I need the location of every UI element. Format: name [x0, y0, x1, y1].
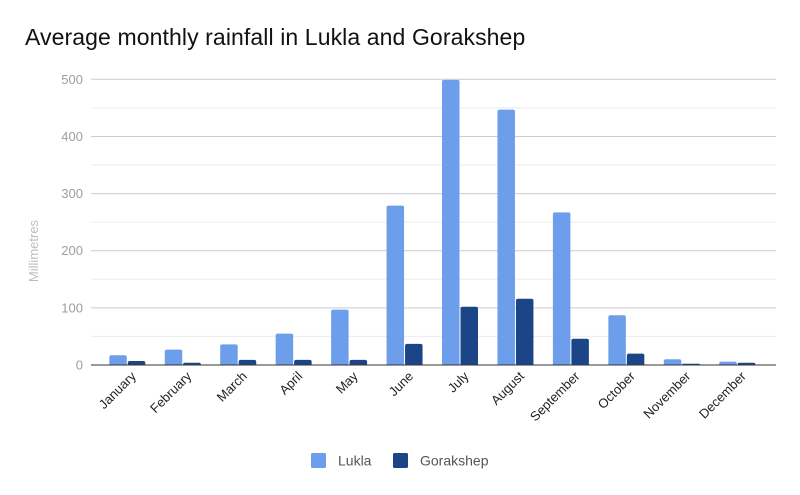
legend-label: Lukla: [338, 453, 372, 469]
x-axis-label: September: [527, 368, 583, 424]
x-axis-label: June: [386, 369, 417, 400]
bar-gorakshep-march[interactable]: [238, 359, 257, 365]
bar-lukla-april[interactable]: [275, 333, 294, 365]
y-tick-label: 200: [61, 243, 83, 258]
x-axis-label: July: [445, 368, 472, 395]
x-axis-label: November: [640, 368, 693, 421]
bar-lukla-february[interactable]: [164, 349, 183, 365]
bar-gorakshep-august[interactable]: [515, 298, 534, 365]
bar-lukla-january[interactable]: [109, 355, 127, 365]
legend-item-lukla[interactable]: Lukla: [311, 453, 372, 469]
bar-gorakshep-january[interactable]: [127, 361, 146, 365]
x-axis-label: March: [214, 369, 250, 405]
bar-lukla-december[interactable]: [719, 361, 737, 365]
legend-swatch-icon: [311, 453, 326, 468]
x-axis-labels: January February March April May June July Augu…: [96, 368, 750, 424]
bar-lukla-october[interactable]: [608, 315, 626, 365]
y-tick-label: 400: [61, 129, 83, 144]
bar-gorakshep-october[interactable]: [626, 353, 645, 365]
x-axis-label: October: [595, 368, 639, 412]
gridlines: [91, 78, 776, 337]
x-axis-label: May: [333, 368, 361, 396]
y-tick-label: 500: [61, 72, 83, 87]
x-axis-label: January: [96, 368, 140, 412]
y-axis-ticks: 0 100 200 300 400 500: [61, 72, 83, 373]
bar-lukla-march[interactable]: [220, 344, 238, 365]
bar-gorakshep-september[interactable]: [571, 338, 589, 365]
bar-gorakshep-december[interactable]: [737, 362, 756, 365]
x-axis-label: February: [147, 368, 195, 416]
bar-gorakshep-july[interactable]: [460, 306, 479, 365]
chart-title: Average monthly rainfall in Lukla and Go…: [25, 24, 526, 50]
legend-label: Gorakshep: [420, 453, 489, 469]
x-axis-label: December: [696, 368, 749, 421]
bars: [109, 79, 756, 365]
bar-lukla-august[interactable]: [497, 109, 515, 365]
y-axis-title: Millimetres: [26, 219, 41, 282]
legend-item-gorakshep[interactable]: Gorakshep: [393, 453, 489, 469]
y-tick-label: 0: [76, 358, 83, 373]
y-tick-label: 100: [61, 300, 83, 315]
bar-gorakshep-april[interactable]: [294, 359, 312, 365]
legend-swatch-icon: [393, 453, 408, 468]
bar-lukla-november[interactable]: [663, 359, 682, 365]
bar-lukla-june[interactable]: [386, 205, 405, 365]
bar-lukla-july[interactable]: [442, 79, 460, 365]
legend: Lukla Gorakshep: [311, 453, 489, 469]
x-axis-label: August: [488, 368, 527, 407]
y-tick-label: 300: [61, 186, 83, 201]
bar-gorakshep-february[interactable]: [183, 362, 201, 365]
x-axis-label: April: [276, 368, 305, 397]
bar-gorakshep-may[interactable]: [349, 359, 368, 365]
bar-lukla-may[interactable]: [331, 309, 349, 365]
bar-lukla-september[interactable]: [552, 212, 571, 365]
bar-gorakshep-june[interactable]: [405, 343, 423, 365]
